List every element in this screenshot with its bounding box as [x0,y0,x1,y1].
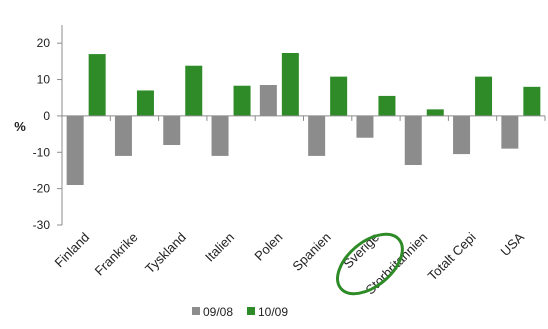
legend-label: 09/08 [203,305,233,319]
axes [61,25,546,225]
bar [475,76,493,116]
y-tick-label: 0 [43,109,50,123]
category-label: Totalt Cepi [425,229,479,283]
bar [185,65,203,116]
category-label: Frankrike [92,230,141,279]
y-axis-label: % [14,119,26,134]
bar [211,115,229,156]
bar [426,109,444,116]
bar [378,95,396,116]
bar [66,115,84,185]
highlight-layer [336,232,404,296]
category-labels: Finland Frankrike Tyskland Italien Polen Span… [52,229,528,297]
legend: 09/08 10/09 [192,305,288,319]
bar [453,115,471,155]
category-label: USA [497,229,527,259]
y-tick-label: -10 [33,145,51,159]
bar [136,90,154,116]
y-tick-label: -20 [33,182,51,196]
bar [114,115,132,156]
category-label: Tyskland [142,230,189,277]
bar [259,85,277,116]
bars [66,53,541,185]
highlight-ellipse [336,232,404,296]
category-label: Finland [52,230,93,271]
bar [281,53,299,116]
bar [88,54,106,116]
category-label: Spanien [289,230,333,274]
category-label: Italien [202,230,237,265]
bar [523,86,541,116]
legend-label: 10/09 [258,305,288,319]
bar [163,115,181,145]
bar [330,76,348,116]
y-tick-label: 20 [37,36,51,50]
bar [404,115,422,165]
y-tick-label: 10 [37,73,51,87]
legend-swatch [247,307,255,315]
category-label: Polen [251,230,285,264]
bar [501,115,519,149]
y-axis-ticks: -30 -20 -10 0 10 20 [33,36,62,232]
legend-swatch [192,307,200,315]
bar [233,85,251,116]
bar [356,115,374,138]
y-tick-label: -30 [33,218,51,232]
bar [308,115,326,156]
